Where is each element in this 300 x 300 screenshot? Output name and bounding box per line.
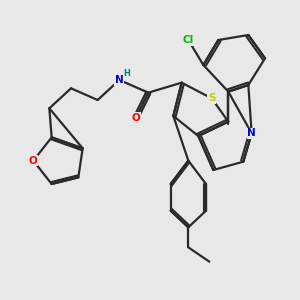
Text: N: N	[247, 128, 256, 138]
Text: S: S	[208, 93, 215, 103]
Text: O: O	[29, 156, 38, 166]
Text: N: N	[115, 75, 124, 85]
Text: O: O	[132, 113, 140, 123]
Text: Cl: Cl	[183, 35, 194, 45]
Text: H: H	[123, 69, 130, 78]
